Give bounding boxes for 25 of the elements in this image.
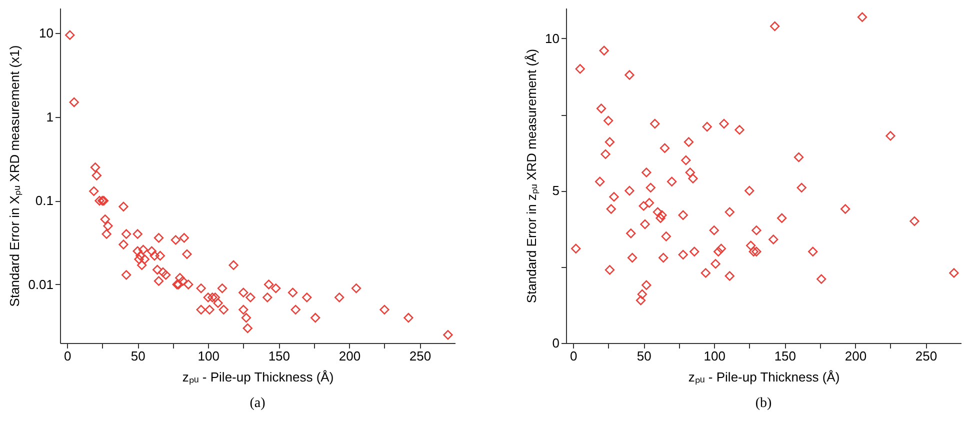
x-tick-label: 100 <box>198 348 220 364</box>
x-tick-label: 200 <box>338 348 361 364</box>
x-tick-label: 0 <box>570 348 578 364</box>
y-tick-label: 0.01 <box>28 276 54 292</box>
x-tick-label: 0 <box>64 348 72 364</box>
y-tick-label: 10 <box>39 26 54 41</box>
x-tick-label: 50 <box>130 348 146 364</box>
y-axis-title: Standard Error in zₚᵤ XRD measurement (Å) <box>524 48 540 304</box>
x-tick-label: 250 <box>409 348 432 364</box>
x-tick-label: 150 <box>774 348 796 364</box>
text: (b) <box>755 396 772 411</box>
x-tick-label: 50 <box>636 348 652 364</box>
y-tick-label: 0 <box>552 336 560 350</box>
y-tick-label: 5 <box>552 183 560 198</box>
x-axis-title: zₚᵤ - Pile-up Thickness (Å) <box>182 370 334 386</box>
x-axis-title: zₚᵤ - Pile-up Thickness (Å) <box>688 370 840 386</box>
y-tick-label: 1 <box>46 109 54 124</box>
x-tick-label: 250 <box>915 348 938 364</box>
y-tick-label: 0.1 <box>35 193 54 208</box>
x-tick-label: 200 <box>844 348 867 364</box>
text: (a) <box>250 396 266 411</box>
x-tick-label: 150 <box>268 348 290 364</box>
y-tick-label: 10 <box>545 30 560 46</box>
x-tick-label: 100 <box>704 348 726 364</box>
y-axis-title: Standard Error in Xₚᵤ XRD measurement (x1) <box>7 45 24 307</box>
